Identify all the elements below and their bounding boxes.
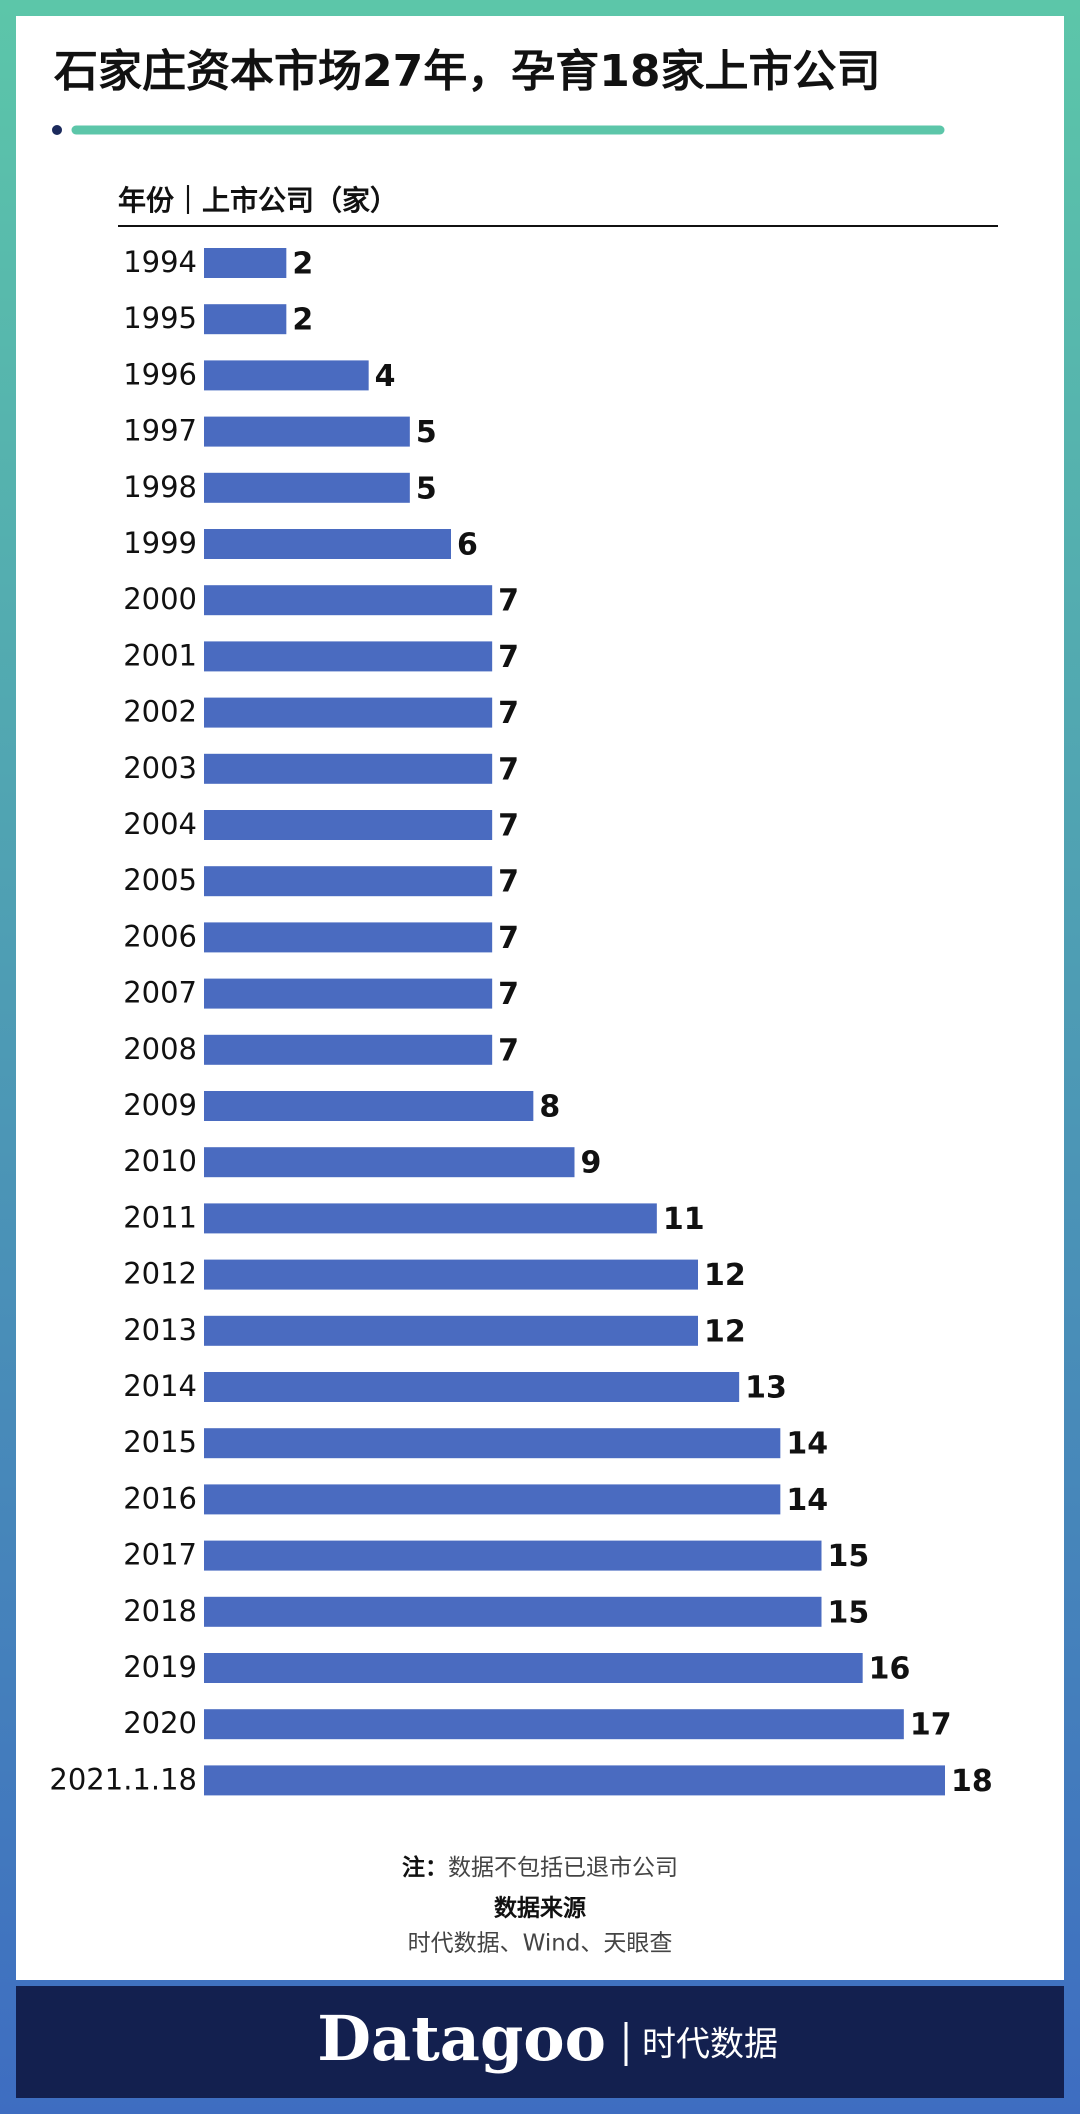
title-dot [52, 125, 62, 135]
value-label: 6 [457, 528, 478, 563]
y-tick-label: 1994 [123, 245, 197, 279]
value-label: 16 [869, 1652, 911, 1687]
bar [204, 1147, 575, 1178]
value-label: 7 [498, 921, 519, 956]
y-tick-label: 2019 [123, 1650, 197, 1684]
value-label: 5 [416, 471, 437, 506]
bar [204, 1372, 740, 1402]
y-tick-label: 1998 [123, 470, 197, 504]
value-label: 13 [745, 1371, 787, 1406]
bar [204, 1653, 863, 1683]
y-tick-label: 2010 [123, 1144, 197, 1178]
bar [204, 1091, 534, 1121]
value-label: 12 [704, 1314, 746, 1349]
bar [204, 472, 410, 503]
y-tick-label: 2008 [123, 1032, 197, 1066]
bar [204, 1709, 904, 1740]
bar [204, 1259, 698, 1290]
bar [204, 585, 493, 616]
note-label: 注： [402, 1854, 448, 1881]
y-tick-label: 2018 [123, 1594, 197, 1628]
footer-band [16, 1986, 1064, 2098]
note-text: 数据不包括已退市公司 [448, 1855, 678, 1881]
value-label: 2 [292, 247, 313, 282]
value-label: 7 [498, 696, 519, 731]
y-tick-label: 2020 [123, 1706, 197, 1740]
value-label: 7 [498, 977, 519, 1012]
y-tick-label: 2017 [123, 1538, 197, 1572]
value-label: 15 [828, 1595, 870, 1630]
value-label: 7 [498, 865, 519, 900]
value-label: 7 [498, 752, 519, 787]
bar [204, 641, 493, 672]
value-label: 7 [498, 640, 519, 675]
y-tick-label: 2014 [123, 1369, 197, 1403]
y-tick-label: 1995 [123, 301, 197, 335]
value-label: 15 [828, 1539, 870, 1574]
bar [204, 1540, 822, 1571]
value-label: 18 [951, 1764, 993, 1799]
brand: Datagoo [317, 2002, 606, 2075]
brand-cn: 时代数据 [642, 2025, 778, 2065]
value-label: 14 [786, 1427, 828, 1462]
y-tick-label: 2021.1.18 [49, 1762, 197, 1796]
bar [204, 248, 287, 278]
value-label: 2 [292, 303, 313, 338]
bar [204, 1034, 493, 1065]
value-label: 7 [498, 584, 519, 619]
bar [204, 810, 493, 840]
bar [204, 416, 410, 447]
value-label: 8 [539, 1090, 560, 1125]
value-label: 11 [663, 1202, 705, 1237]
title: 石家庄资本市场27年，孕育18家上市公司 [54, 46, 880, 97]
bar [204, 1428, 781, 1459]
y-tick-label: 2003 [123, 751, 197, 785]
y-tick-label: 2004 [123, 807, 197, 841]
y-tick-label: 2016 [123, 1481, 197, 1515]
bar [204, 1596, 822, 1627]
bar [204, 529, 451, 559]
value-label: 12 [704, 1258, 746, 1293]
note: 注：数据不包括已退市公司 [402, 1854, 678, 1881]
y-tick-label: 1996 [123, 357, 197, 391]
y-tick-label: 2000 [123, 582, 197, 616]
y-tick-label: 2002 [123, 695, 197, 729]
value-label: 5 [416, 415, 437, 450]
panel [16, 16, 1064, 1980]
value-label: 14 [786, 1483, 828, 1518]
bar [204, 360, 369, 391]
value-label: 9 [581, 1146, 602, 1181]
y-tick-label: 2009 [123, 1088, 197, 1122]
y-tick-label: 2006 [123, 919, 197, 953]
bar [204, 922, 493, 953]
y-tick-label: 2007 [123, 976, 197, 1010]
value-label: 7 [498, 1033, 519, 1068]
y-tick-label: 2015 [123, 1425, 197, 1459]
source: 时代数据、Wind、天眼查 [408, 1931, 673, 1957]
bar [204, 753, 493, 784]
value-label: 17 [910, 1708, 952, 1743]
value-label: 4 [375, 359, 396, 394]
bar [204, 697, 493, 728]
y-tick-label: 2011 [123, 1200, 197, 1234]
y-tick-label: 2013 [123, 1313, 197, 1347]
y-tick-label: 2001 [123, 638, 197, 672]
bar [204, 1484, 781, 1515]
value-label: 7 [498, 809, 519, 844]
column-header: 年份｜上市公司（家） [118, 184, 398, 217]
bar [204, 1203, 657, 1234]
y-tick-label: 1997 [123, 414, 197, 448]
source-label: 数据来源 [494, 1896, 586, 1922]
y-tick-label: 2005 [123, 863, 197, 897]
bar [204, 978, 493, 1009]
y-tick-label: 2012 [123, 1257, 197, 1291]
bar [204, 304, 287, 335]
bar [204, 866, 493, 897]
bar [204, 1765, 945, 1796]
bar [204, 1315, 698, 1346]
y-tick-label: 1999 [123, 526, 197, 560]
